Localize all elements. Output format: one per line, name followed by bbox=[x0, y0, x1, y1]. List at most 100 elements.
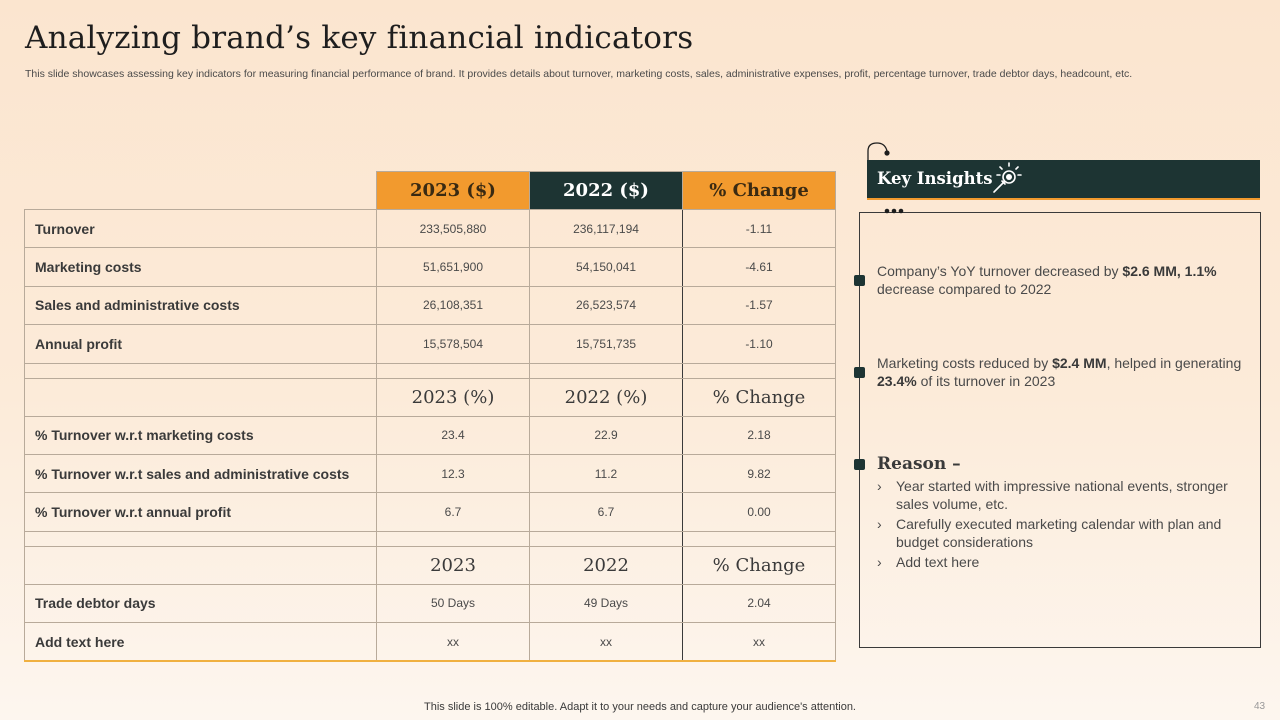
table-row: Sales and administrative costs 26,108,35… bbox=[24, 285, 836, 326]
reason-title: Reason – bbox=[877, 454, 961, 474]
hook-decoration-icon bbox=[867, 142, 890, 161]
list-item: Carefully executed marketing calendar wi… bbox=[877, 515, 1237, 551]
spacer-cell bbox=[529, 362, 683, 379]
header-2023: 2023 bbox=[376, 545, 530, 585]
cell-change: -1.57 bbox=[682, 285, 836, 326]
header-2022-usd: 2022 ($) bbox=[529, 171, 683, 210]
insight-text: Company’s YoY turnover decreased by bbox=[877, 263, 1123, 279]
insight-text: of its turnover in 2023 bbox=[916, 373, 1056, 389]
cell-2023: xx bbox=[376, 622, 530, 663]
table-row: Trade debtor days 50 Days 49 Days 2.04 bbox=[24, 583, 836, 624]
table-row: Add text here xx xx xx bbox=[24, 622, 836, 663]
financial-indicators-table: 2023 ($) 2022 ($) % Change Turnover 233,… bbox=[24, 171, 836, 663]
table-header-row: 2023 (%) 2022 (%) % Change bbox=[24, 377, 836, 417]
cell-2022: 6.7 bbox=[529, 492, 683, 532]
insight-text: decrease compared to 2022 bbox=[877, 281, 1052, 297]
cell-2022: 26,523,574 bbox=[529, 285, 683, 326]
cell-change: -4.61 bbox=[682, 247, 836, 287]
spacer-cell bbox=[682, 530, 836, 547]
cell-change: xx bbox=[682, 622, 836, 663]
table-row: % Turnover w.r.t marketing costs 23.4 22… bbox=[24, 415, 836, 455]
insight-highlight: $2.6 MM, 1.1% bbox=[1122, 263, 1217, 279]
table-row: Turnover 233,505,880 236,117,194 -1.11 bbox=[24, 208, 836, 249]
cell-2022: 54,150,041 bbox=[529, 247, 683, 287]
header-blank-cell bbox=[24, 545, 377, 585]
insight-highlight: 23.4% bbox=[877, 373, 917, 389]
insight-marketing: Marketing costs reduced by $2.4 MM, help… bbox=[877, 354, 1247, 390]
cell-2023: 50 Days bbox=[376, 583, 530, 624]
magnifier-bulb-icon bbox=[993, 162, 1022, 193]
table-row: % Turnover w.r.t annual profit 6.7 6.7 0… bbox=[24, 492, 836, 532]
row-label: Annual profit bbox=[24, 324, 377, 364]
header-change: % Change bbox=[682, 545, 836, 585]
header-change: % Change bbox=[682, 171, 836, 210]
cell-2023: 26,108,351 bbox=[376, 285, 530, 326]
dots-decoration-icon bbox=[884, 208, 904, 214]
row-label: % Turnover w.r.t sales and administrativ… bbox=[24, 453, 377, 494]
header-2023-pct: 2023 (%) bbox=[376, 377, 530, 417]
table-row: % Turnover w.r.t sales and administrativ… bbox=[24, 453, 836, 494]
cell-change: 9.82 bbox=[682, 453, 836, 494]
insight-turnover: Company’s YoY turnover decreased by $2.6… bbox=[877, 262, 1247, 298]
page-subtitle: This slide showcases assessing key indic… bbox=[25, 68, 1133, 80]
list-item: Add text here bbox=[877, 553, 1237, 571]
spacer-cell bbox=[24, 530, 377, 547]
header-2022-pct: 2022 (%) bbox=[529, 377, 683, 417]
cell-2023: 233,505,880 bbox=[376, 208, 530, 249]
cell-2023: 23.4 bbox=[376, 415, 530, 455]
spacer-cell bbox=[376, 530, 530, 547]
header-blank-cell bbox=[24, 171, 377, 210]
row-label: Trade debtor days bbox=[24, 583, 377, 624]
table-header-row: 2023 ($) 2022 ($) % Change bbox=[24, 171, 836, 210]
cell-2022: 49 Days bbox=[529, 583, 683, 624]
cell-2023: 6.7 bbox=[376, 492, 530, 532]
cell-2023: 51,651,900 bbox=[376, 247, 530, 287]
table-row: Marketing costs 51,651,900 54,150,041 -4… bbox=[24, 247, 836, 287]
reason-list: Year started with impressive national ev… bbox=[877, 477, 1237, 573]
row-label: Sales and administrative costs bbox=[24, 285, 377, 326]
cell-change: -1.11 bbox=[682, 208, 836, 249]
table-spacer-row bbox=[24, 362, 836, 379]
key-insights-header: Key Insights bbox=[867, 160, 1260, 198]
page-number: 43 bbox=[1254, 701, 1266, 712]
table-header-row: 2023 2022 % Change bbox=[24, 545, 836, 585]
table-row: Annual profit 15,578,504 15,751,735 -1.1… bbox=[24, 324, 836, 364]
row-label: Turnover bbox=[24, 208, 377, 249]
row-label: Add text here bbox=[24, 622, 377, 663]
header-change: % Change bbox=[682, 377, 836, 417]
cell-2022: 236,117,194 bbox=[529, 208, 683, 249]
spacer-cell bbox=[682, 362, 836, 379]
cell-2022: 15,751,735 bbox=[529, 324, 683, 364]
key-insights-title: Key Insights bbox=[877, 169, 993, 188]
row-label: % Turnover w.r.t marketing costs bbox=[24, 415, 377, 455]
page-title: Analyzing brand’s key financial indicato… bbox=[25, 20, 694, 56]
accent-underline bbox=[867, 198, 1260, 200]
header-blank-cell bbox=[24, 377, 377, 417]
bullet-square-icon bbox=[854, 367, 865, 378]
spacer-cell bbox=[24, 362, 377, 379]
insight-highlight: $2.4 MM bbox=[1052, 355, 1107, 371]
table-spacer-row bbox=[24, 530, 836, 547]
header-2022: 2022 bbox=[529, 545, 683, 585]
row-label: % Turnover w.r.t annual profit bbox=[24, 492, 377, 532]
cell-change: 0.00 bbox=[682, 492, 836, 532]
cell-change: 2.04 bbox=[682, 583, 836, 624]
bullet-square-icon bbox=[854, 275, 865, 286]
bullet-square-icon bbox=[854, 459, 865, 470]
footer-note: This slide is 100% editable. Adapt it to… bbox=[424, 701, 856, 713]
insight-text: Marketing costs reduced by bbox=[877, 355, 1053, 371]
key-insights-panel bbox=[859, 212, 1261, 648]
insight-text: , helped in generating bbox=[1106, 355, 1242, 371]
spacer-cell bbox=[376, 362, 530, 379]
cell-2023: 15,578,504 bbox=[376, 324, 530, 364]
cell-2022: 11.2 bbox=[529, 453, 683, 494]
list-item: Year started with impressive national ev… bbox=[877, 477, 1237, 513]
cell-change: 2.18 bbox=[682, 415, 836, 455]
cell-2023: 12.3 bbox=[376, 453, 530, 494]
cell-2022: 22.9 bbox=[529, 415, 683, 455]
cell-change: -1.10 bbox=[682, 324, 836, 364]
cell-2022: xx bbox=[529, 622, 683, 663]
row-label: Marketing costs bbox=[24, 247, 377, 287]
spacer-cell bbox=[529, 530, 683, 547]
header-2023-usd: 2023 ($) bbox=[376, 171, 530, 210]
